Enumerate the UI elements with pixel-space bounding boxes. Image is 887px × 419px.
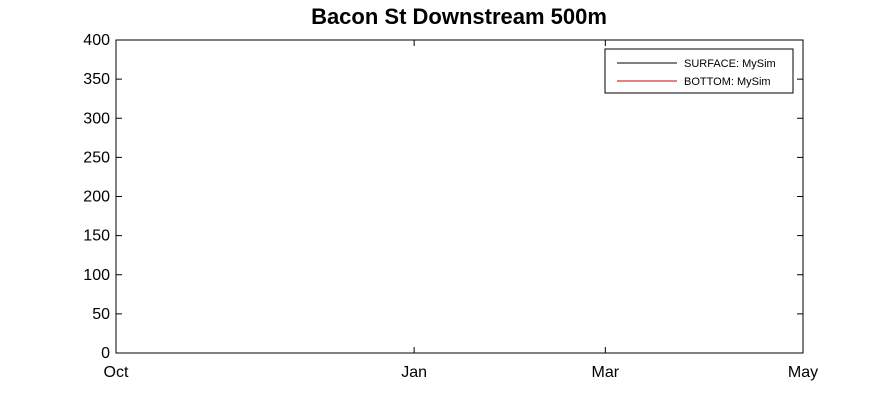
y-tick-label: 250 — [83, 149, 110, 166]
x-tick-label: Oct — [104, 364, 129, 381]
y-tick-label: 400 — [83, 32, 110, 49]
y-tick-label: 150 — [83, 228, 110, 245]
legend-label-0: SURFACE: MySim — [684, 58, 776, 70]
x-axis: Oct Jan Mar May — [104, 40, 818, 381]
y-tick-label: 350 — [83, 71, 110, 88]
chart-title: Bacon St Downstream 500m — [311, 4, 607, 29]
x-tick-label: Mar — [592, 364, 620, 381]
y-tick-label: 100 — [83, 267, 110, 284]
y-tick-label: 0 — [101, 345, 110, 362]
y-axis: 0 50 100 150 200 250 300 350 400 — [83, 32, 803, 362]
legend: SURFACE: MySim BOTTOM: MySim — [604, 48, 794, 94]
y-tick-label: 200 — [83, 189, 110, 206]
y-tick-label: 50 — [92, 306, 110, 323]
legend-box — [604, 48, 794, 94]
legend-label-1: BOTTOM: MySim — [684, 76, 771, 88]
x-tick-label: Jan — [401, 364, 427, 381]
y-tick-label: 300 — [83, 110, 110, 127]
x-tick-label: May — [788, 364, 818, 381]
